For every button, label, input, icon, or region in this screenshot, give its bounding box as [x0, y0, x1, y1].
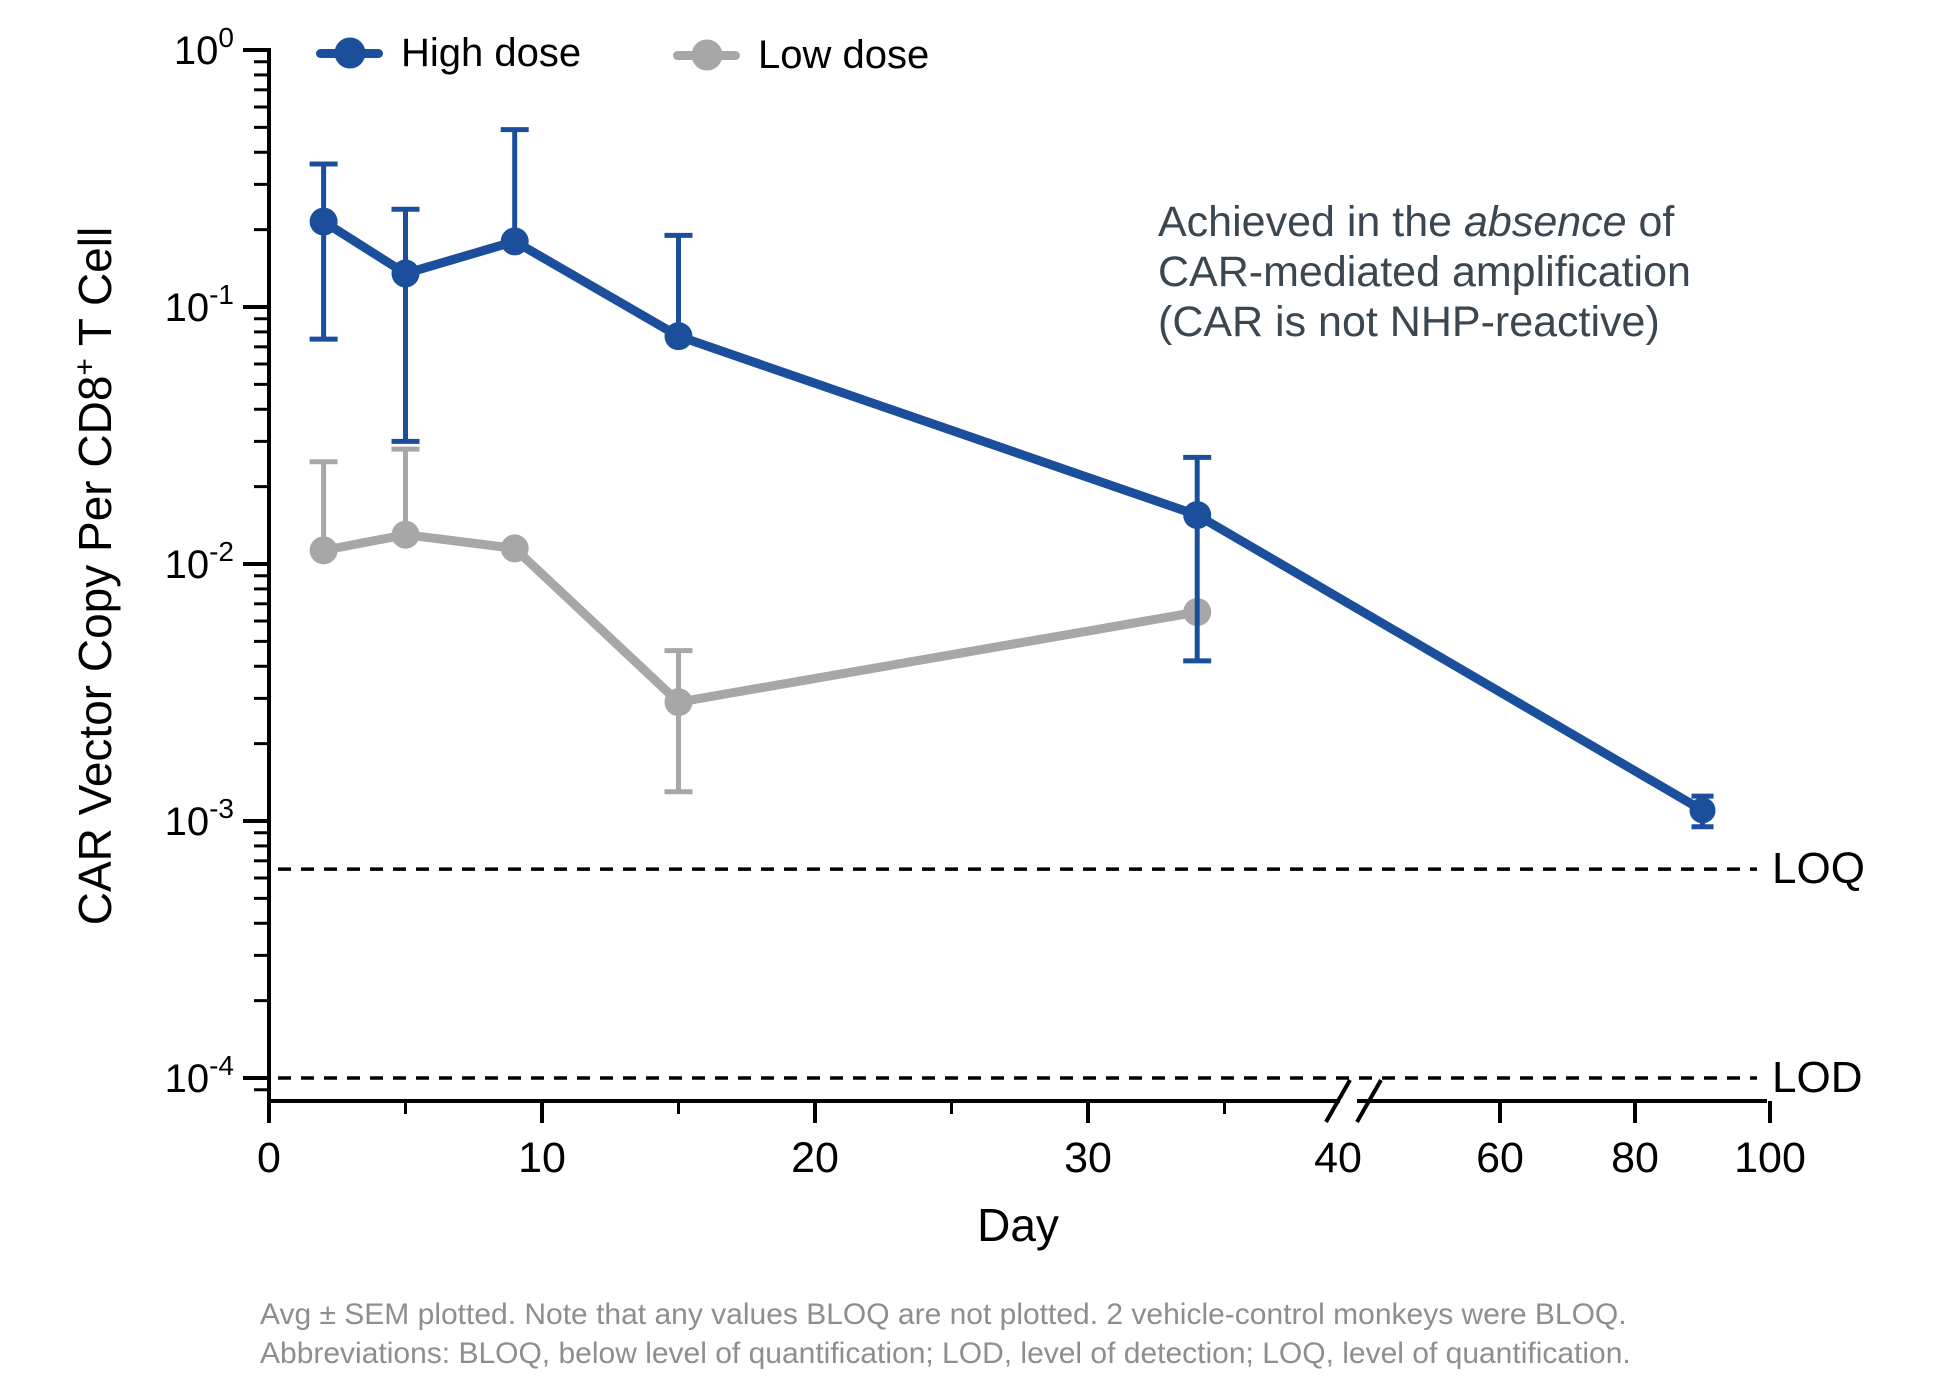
- x-tick-label: 20: [791, 1134, 839, 1182]
- annotation-line-3: (CAR is not NHP-reactive): [1158, 298, 1660, 346]
- annotation-line-1: Achieved in the absence of: [1158, 198, 1675, 246]
- high-dose-marker: [664, 322, 693, 351]
- y-tick-label: 10-4: [165, 1050, 234, 1101]
- x-tick-label: 60: [1476, 1134, 1524, 1182]
- low-dose-marker-icon: [673, 39, 740, 71]
- legend-item-low-dose: Low dose: [673, 32, 929, 78]
- y-axis-title: CAR Vector Copy Per CD8+ T Cell: [68, 226, 121, 926]
- low-dose-marker: [664, 688, 693, 717]
- high-dose-marker-icon: [316, 37, 383, 69]
- high-dose-marker: [309, 207, 338, 236]
- legend-label-low-dose: Low dose: [758, 32, 930, 77]
- footnote-line-1: Avg ± SEM plotted. Note that any values …: [260, 1298, 1627, 1331]
- loq-label: LOQ: [1772, 844, 1865, 894]
- y-tick-label: 100: [174, 22, 234, 73]
- high-dose-marker: [391, 259, 420, 288]
- low-dose-marker: [500, 534, 529, 563]
- x-ticks: 0 10 20 30 40 60 80 100: [257, 1101, 1806, 1182]
- y-ticks: 100 10-1 10-2 10-3 10-4: [165, 22, 269, 1101]
- high-dose-dot-icon: [334, 37, 365, 69]
- low-dose-dot-icon: [691, 39, 722, 71]
- x-tick-label: 100: [1734, 1134, 1806, 1182]
- x-tick-label: 0: [257, 1134, 281, 1182]
- legend-item-high-dose: High dose: [316, 30, 581, 76]
- annotation-text: Achieved in the absence of CAR-mediated …: [1158, 197, 1691, 347]
- y-tick-label: 10-1: [165, 279, 234, 330]
- low-dose-marker: [391, 520, 420, 549]
- high-dose-line: [319, 217, 1707, 815]
- x-tick-label: 40: [1314, 1134, 1362, 1182]
- x-axis-title: Day: [977, 1199, 1059, 1251]
- y-tick-label: 10-2: [165, 536, 234, 587]
- y-tick-label: 10-3: [165, 793, 234, 844]
- high-dose-marker: [500, 227, 529, 256]
- legend-label-high-dose: High dose: [401, 30, 582, 75]
- annotation-line-2: CAR-mediated amplification: [1158, 248, 1691, 296]
- x-tick-label: 30: [1064, 1134, 1112, 1182]
- high-dose-marker: [1689, 797, 1716, 824]
- footnote: Avg ± SEM plotted. Note that any values …: [260, 1295, 1631, 1373]
- high-dose-marker: [1183, 501, 1212, 530]
- low-dose-line: [319, 530, 1202, 707]
- low-dose-marker: [309, 536, 338, 565]
- high-dose-series: [309, 127, 1716, 830]
- x-tick-label: 80: [1611, 1134, 1659, 1182]
- footnote-line-2: Abbreviations: BLOQ, below level of quan…: [260, 1337, 1631, 1370]
- lod-label: LOD: [1772, 1053, 1863, 1102]
- low-dose-series: [309, 446, 1212, 795]
- x-tick-label: 10: [518, 1134, 566, 1182]
- axis-break-marks: [1324, 1079, 1383, 1123]
